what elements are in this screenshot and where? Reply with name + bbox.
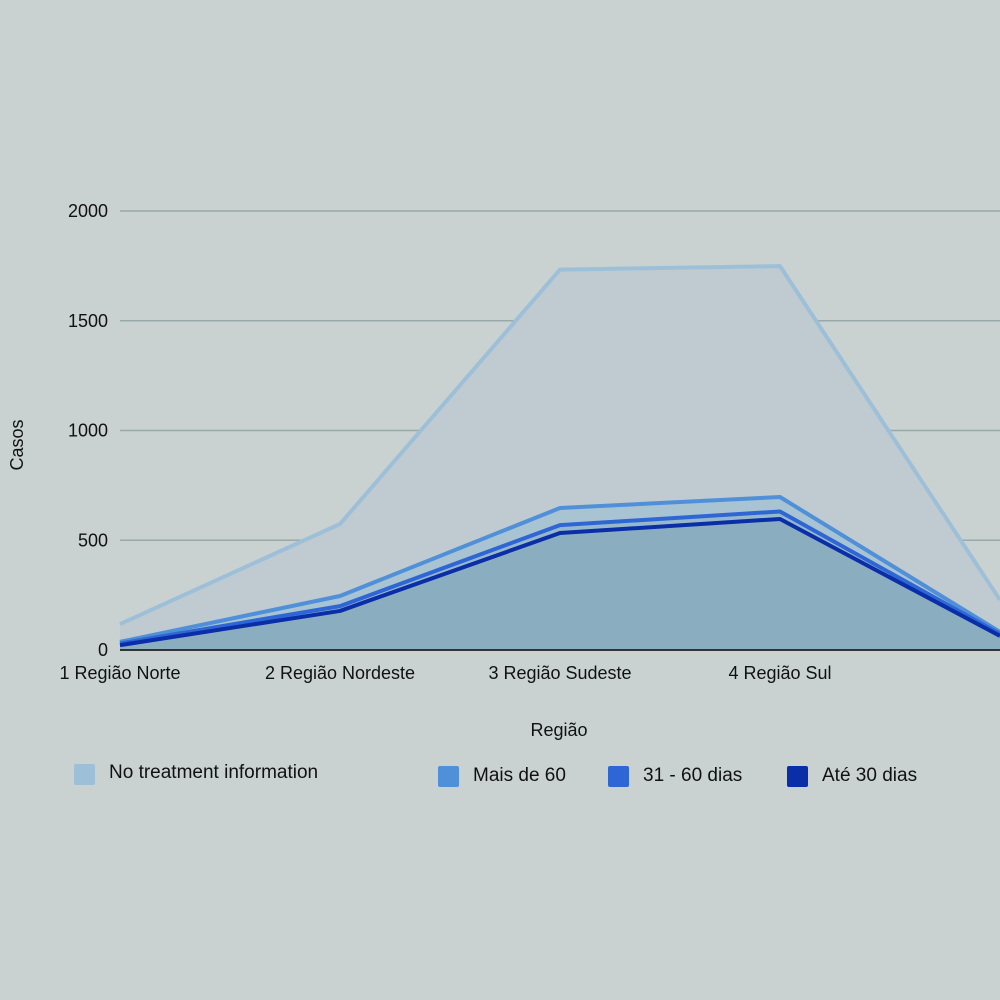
legend-item-ate-30-dias[interactable]: Até 30 dias xyxy=(787,765,917,787)
y-tick-label: 1000 xyxy=(68,421,108,441)
legend-swatch-no-treatment xyxy=(74,764,95,785)
y-tick-label: 2000 xyxy=(68,201,108,221)
legend-label: Mais de 60 xyxy=(473,765,566,786)
y-tick-label: 500 xyxy=(78,530,108,550)
x-axis-title: Região xyxy=(530,720,587,740)
legend-label: 31 - 60 dias xyxy=(643,765,743,786)
legend-swatch-mais-de-60 xyxy=(438,765,459,787)
y-tick-labels: 0 500 1000 1500 2000 xyxy=(68,201,108,660)
x-tick-label: 3 Região Sudeste xyxy=(488,663,631,683)
line-no-treatment-information xyxy=(119,264,1000,626)
line-31-60-dias xyxy=(119,509,1000,646)
line-mais-de-60 xyxy=(119,495,1000,644)
legend-label: No treatment information xyxy=(109,761,319,783)
x-tick-labels: 1 Região Norte 2 Região Nordeste 3 Região … xyxy=(59,663,831,683)
legend-item-no-treatment[interactable]: No treatment information xyxy=(74,761,319,785)
x-tick-label: 1 Região Norte xyxy=(59,663,180,683)
legend-swatch-31-60-dias xyxy=(608,765,629,787)
legend-label: Até 30 dias xyxy=(822,765,918,786)
x-tick-label: 4 Região Sul xyxy=(728,663,831,683)
y-tick-label: 0 xyxy=(98,640,108,660)
series-areas xyxy=(120,266,1000,650)
y-tick-label: 1500 xyxy=(68,311,108,331)
y-axis-title: Casos xyxy=(7,419,27,470)
line-at-30-dias xyxy=(119,516,1000,648)
legend-swatch-ate-30-dias xyxy=(787,765,808,787)
x-tick-label: 2 Região Nordeste xyxy=(265,663,415,683)
series-lines xyxy=(119,264,1000,648)
area-at-30-dias xyxy=(120,518,1000,650)
legend-item-mais-de-60[interactable]: Mais de 60 xyxy=(438,765,566,787)
legend-item-31-60-dias[interactable]: 31 - 60 dias xyxy=(608,765,742,787)
